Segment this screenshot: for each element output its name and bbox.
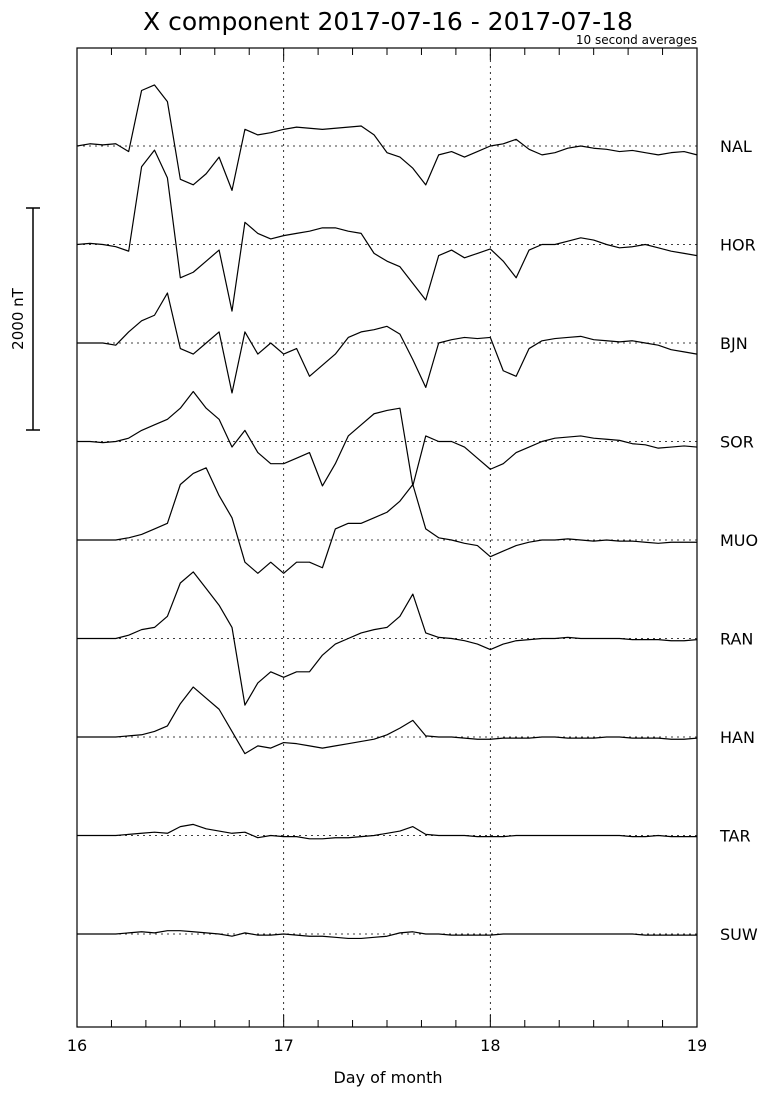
trace [76, 149, 698, 312]
trace [77, 390, 698, 487]
station-label: MUO [720, 531, 758, 550]
trace [77, 686, 698, 755]
x-tick-label: 16 [67, 1036, 87, 1055]
x-axis-label: Day of month [333, 1068, 442, 1087]
station-label: TAR [719, 827, 751, 846]
x-tick-label: 19 [687, 1036, 707, 1055]
trace [77, 823, 697, 840]
trace [77, 467, 697, 574]
scale-bar-label: 2000 nT [9, 287, 27, 349]
x-tick-label: 18 [480, 1036, 500, 1055]
x-tick-label: 17 [273, 1036, 293, 1055]
station-label: SOR [720, 433, 754, 452]
trace [77, 930, 697, 940]
station-label: RAN [720, 630, 753, 649]
station-label: BJN [720, 334, 748, 353]
station-label: HOR [720, 236, 756, 255]
station-label: HAN [720, 728, 755, 747]
trace [76, 84, 698, 191]
station-label: SUW [720, 925, 758, 944]
chart-title: X component 2017-07-16 - 2017-07-18 [143, 7, 633, 36]
chart-subtitle: 10 second averages [576, 33, 697, 47]
trace [77, 571, 698, 706]
station-label: NAL [720, 137, 752, 156]
trace [77, 292, 698, 394]
